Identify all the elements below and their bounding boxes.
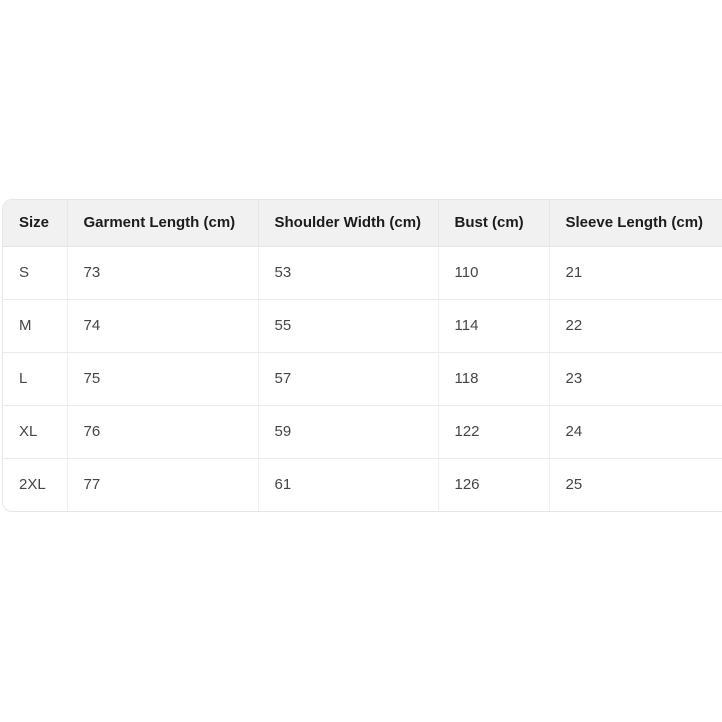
table-cell-bust: 110 [438,246,550,300]
table-cell-shoulder_width: 59 [258,405,439,459]
column-header-shoulder_width: Shoulder Width (cm) [258,200,439,247]
table-cell-size: L [3,352,68,406]
table-cell-size: 2XL [3,458,68,511]
column-header-garment_length: Garment Length (cm) [67,200,259,247]
table-cell-garment_length: 73 [67,246,259,300]
table-cell-sleeve_length: 24 [549,405,722,459]
table-cell-sleeve_length: 25 [549,458,722,511]
table-cell-garment_length: 76 [67,405,259,459]
table-cell-bust: 126 [438,458,550,511]
size-chart-table: Size Garment Length (cm) Shoulder Width (c… [3,200,722,511]
column-header-bust: Bust (cm) [438,200,550,247]
table-cell-sleeve_length: 21 [549,246,722,300]
table-row-m: M 74 55 114 22 [3,299,722,353]
table-cell-garment_length: 75 [67,352,259,406]
table-cell-sleeve_length: 22 [549,299,722,353]
size-chart-header: Size Garment Length (cm) Shoulder Width (c… [3,200,722,247]
table-cell-bust: 114 [438,299,550,353]
table-cell-size: M [3,299,68,353]
table-cell-garment_length: 74 [67,299,259,353]
table-cell-garment_length: 77 [67,458,259,511]
size-chart-body: S 73 53 110 21 M 74 55 114 22 L 75 57 118 23 XL 76 59 122 2… [3,246,722,511]
table-cell-shoulder_width: 57 [258,352,439,406]
table-cell-size: S [3,246,68,300]
table-cell-sleeve_length: 23 [549,352,722,406]
table-cell-bust: 118 [438,352,550,406]
header-row: Size Garment Length (cm) Shoulder Width (c… [3,200,722,247]
table-row-2xl: 2XL 77 61 126 25 [3,458,722,511]
table-cell-size: XL [3,405,68,459]
column-header-sleeve_length: Sleeve Length (cm) [549,200,722,247]
table-cell-shoulder_width: 55 [258,299,439,353]
column-header-size: Size [3,200,68,247]
table-cell-shoulder_width: 53 [258,246,439,300]
table-cell-shoulder_width: 61 [258,458,439,511]
table-row-xl: XL 76 59 122 24 [3,405,722,459]
table-cell-bust: 122 [438,405,550,459]
table-row-s: S 73 53 110 21 [3,246,722,300]
table-row-l: L 75 57 118 23 [3,352,722,406]
size-chart-card: Size Garment Length (cm) Shoulder Width (c… [2,199,722,512]
